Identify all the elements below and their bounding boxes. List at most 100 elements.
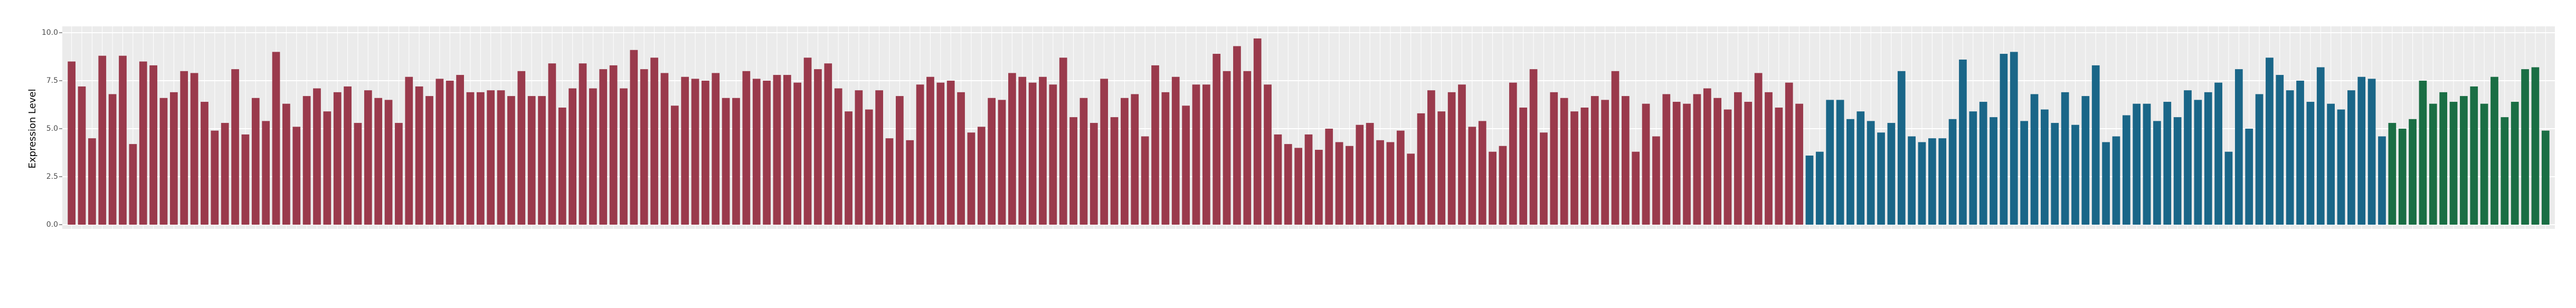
bar (2316, 67, 2325, 225)
bar (119, 55, 127, 225)
bar (2367, 79, 2376, 225)
y-tick-label: 5.0 (46, 124, 58, 133)
bar (108, 94, 117, 225)
bar (1887, 123, 1896, 225)
bar (2133, 103, 2141, 225)
bar (1141, 136, 1149, 225)
bar (456, 75, 464, 225)
bar (2010, 52, 2018, 225)
bar (599, 69, 608, 225)
bar (313, 88, 321, 225)
bar (855, 90, 863, 225)
bar (763, 81, 771, 225)
bar (1304, 134, 1313, 225)
bar (1253, 38, 1262, 225)
bar (374, 98, 383, 225)
bar (517, 71, 526, 225)
y-tick-label: 0.0 (46, 220, 58, 229)
bar (1570, 111, 1578, 225)
bar (538, 96, 546, 225)
bar (2449, 102, 2458, 225)
bar (527, 96, 536, 225)
bar (1264, 84, 1272, 225)
bar (190, 73, 198, 225)
bar (1601, 100, 1609, 225)
bar (1611, 71, 1620, 225)
bar (292, 127, 301, 225)
bar (2173, 117, 2182, 225)
bar (1315, 150, 1323, 225)
bar (159, 98, 168, 225)
bar (1386, 142, 1395, 225)
bar (1897, 71, 1906, 225)
bar (722, 98, 730, 225)
bar (609, 65, 618, 225)
bar (1325, 129, 1333, 225)
bar (783, 75, 791, 225)
bar (2030, 94, 2039, 225)
bar (1990, 117, 1997, 225)
bar (752, 79, 761, 225)
bar (742, 71, 751, 225)
bar (364, 90, 372, 225)
bar (1008, 73, 1016, 225)
bar (2245, 129, 2253, 225)
bar (1182, 105, 1190, 225)
y-axis-label: Expression Level (27, 89, 38, 169)
bar (1540, 132, 1548, 225)
bar (579, 63, 587, 225)
bar (1642, 103, 1650, 225)
bar (824, 63, 832, 225)
bar (988, 98, 996, 225)
bar (1396, 130, 1405, 225)
bar (702, 81, 709, 225)
bar (2163, 102, 2172, 225)
bar (180, 71, 188, 225)
bar (1131, 94, 1139, 225)
bar (149, 65, 157, 225)
bar (1836, 100, 1844, 225)
bar (916, 84, 924, 225)
bar (906, 140, 914, 225)
bar (2511, 102, 2519, 225)
bar (1192, 84, 1200, 225)
bar (1366, 123, 1374, 225)
bar (803, 57, 812, 225)
bar (1059, 57, 1067, 225)
bar (1867, 121, 1875, 225)
bar (487, 90, 495, 225)
bar (2470, 86, 2478, 225)
bar (1161, 92, 1170, 225)
bar (2122, 115, 2130, 225)
bar (1489, 151, 1497, 225)
bar (1079, 98, 1088, 225)
bar (946, 81, 955, 225)
bar (323, 111, 332, 225)
bar (1417, 113, 1425, 225)
bar (630, 50, 638, 225)
bar (2184, 90, 2192, 225)
bar (2541, 130, 2550, 225)
bar (1815, 151, 1824, 225)
bar (895, 96, 904, 225)
bar (2409, 119, 2417, 225)
bar (1652, 136, 1660, 225)
bar (302, 96, 311, 225)
bar (2327, 103, 2335, 225)
bar (1346, 146, 1353, 225)
bar (1028, 82, 1037, 225)
bar (1437, 111, 1446, 225)
bar (1938, 138, 1947, 225)
bar (272, 52, 280, 225)
bar (2480, 103, 2488, 225)
bar (1877, 132, 1885, 225)
bar (2194, 100, 2202, 225)
bar (814, 69, 822, 225)
bar (2286, 90, 2294, 225)
bar (845, 111, 853, 225)
bar (712, 73, 720, 225)
bar (1171, 76, 1180, 225)
bar (2347, 90, 2355, 225)
bar (1376, 140, 1384, 225)
bar (1202, 84, 1210, 225)
